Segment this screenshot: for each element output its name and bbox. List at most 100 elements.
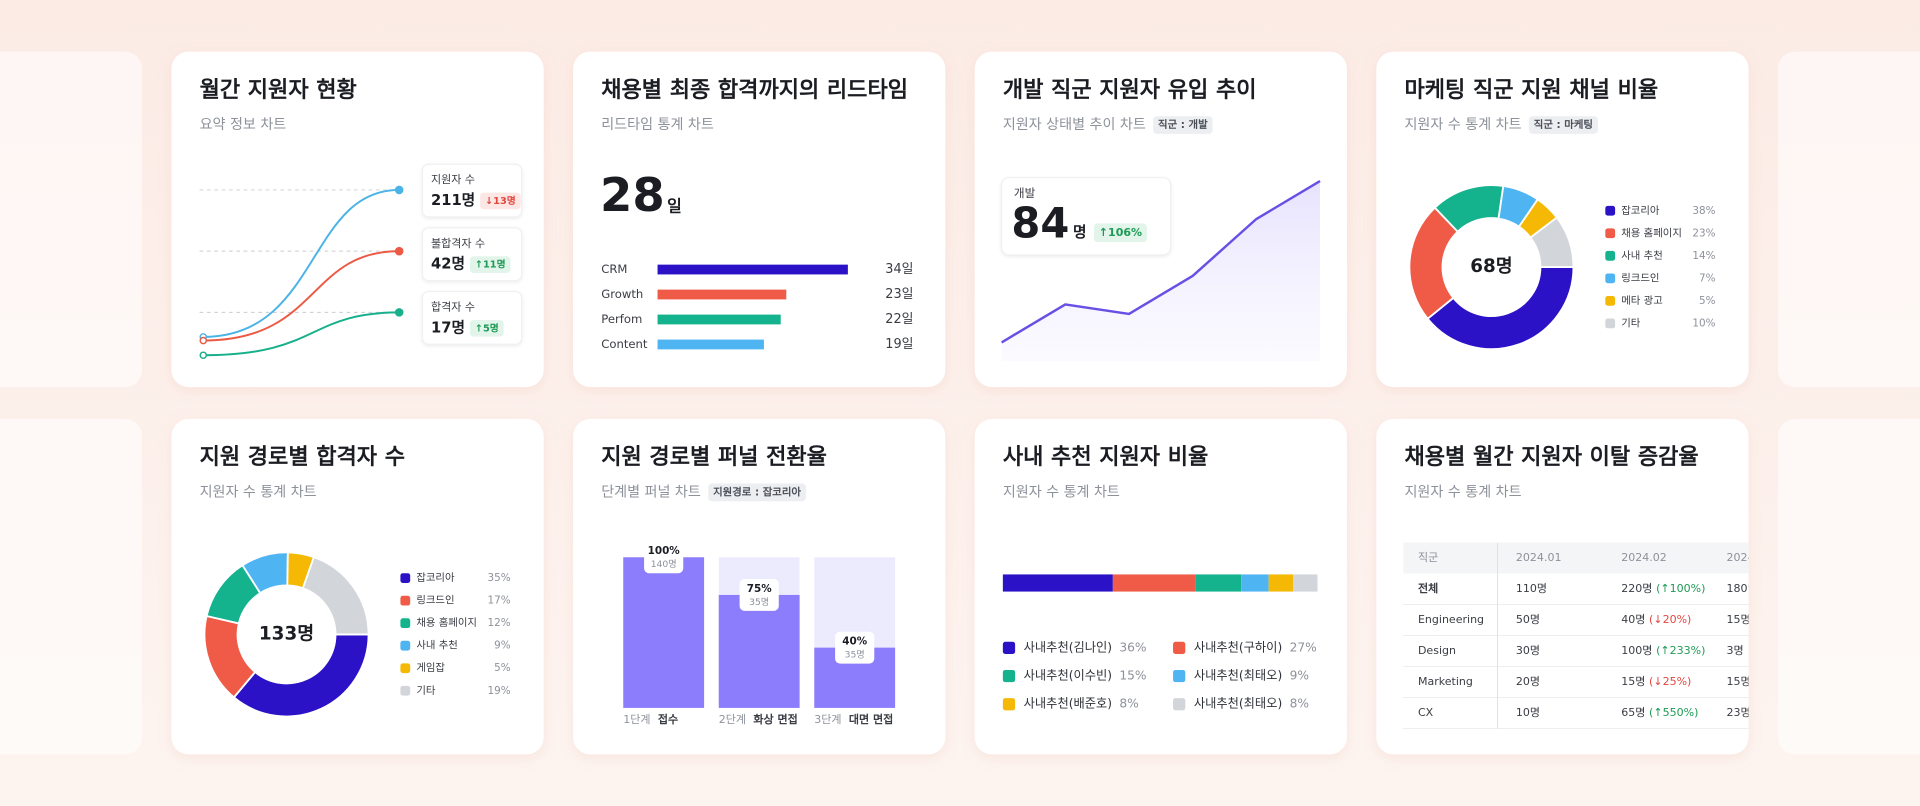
cell-text: 100명 [1621,644,1652,657]
legend-value: 5% [494,662,511,674]
cell-change: (↑100%) [1656,582,1705,595]
center-label: 68명 [1470,256,1512,277]
legend-value: 5% [1699,295,1716,307]
legend-label: 링크드인 [1621,272,1659,284]
legend-label: 기타 [1621,317,1641,329]
stat-value: 17명 [431,318,465,336]
summary-value: 28 [600,168,665,222]
cell-text: 180명 [1727,582,1758,595]
stat-change-bg [480,192,521,210]
column-header: 직군 [1418,551,1438,564]
legend-value: 7% [1699,272,1716,284]
cell-change: (↓25%) [1649,675,1691,688]
callout-label: 개발 [1014,186,1036,200]
card-subtitle: 지원자 수 통계 차트 [1404,117,1521,133]
value-box [739,579,779,611]
card-title: 월간 지원자 현황 [200,78,357,103]
legend-marker [400,685,411,696]
bar [623,557,705,708]
badge: 직군 : 마케팅 [1534,118,1593,131]
bar-label: Perfom [601,312,642,326]
donut-slice [301,555,370,636]
cell-text: 220명 [1621,582,1652,595]
stat-change-bg [469,319,504,337]
legend-value: 14% [1692,250,1715,262]
donut-slice [232,633,370,718]
cell-text: 65명 [1621,706,1645,719]
legend-label: 사내추천(최태오) [1194,696,1282,711]
category-label: 대면 면접 [849,712,893,726]
legend-value: 9% [494,640,511,652]
card-title: 마케팅 직군 지원 채널 비율 [1404,78,1658,103]
column-header: 2024.01 [1516,551,1562,564]
legend-value: 9% [1290,669,1309,683]
end-point [394,246,404,256]
legend-marker [1605,250,1616,261]
trend-curve [203,250,400,342]
legend-label: 사내추천(구하이) [1194,639,1282,654]
legend-label: 잡코리아 [1621,205,1660,217]
value-label: 22일 [885,312,913,327]
bar-label: Growth [601,287,643,301]
stage-label: 1단계 [623,713,650,726]
stat-change-bg [469,256,511,273]
value-label: 19일 [885,337,913,352]
start-point [199,336,208,345]
legend-marker [1002,669,1016,683]
bar-label: Content [601,337,648,351]
card-title: 지원 경로별 퍼널 전환율 [601,445,827,470]
trend-curve [203,311,400,357]
end-point [394,308,404,317]
cell-change: (↑233%) [1656,644,1705,657]
category-label: 화상 면접 [753,712,797,726]
legend-marker [1173,698,1186,711]
card [573,51,946,388]
donut-slice [1426,266,1575,351]
legend-value: 10% [1692,317,1715,329]
cell-text: 15명 [1727,675,1751,688]
column-header: 2024.03 [1727,551,1773,564]
card-subtitle: 요약 정보 차트 [200,117,287,133]
legend-label: 채용 홈페이지 [416,616,477,629]
count-label: 35명 [845,649,865,660]
row-label: Engineering [1418,613,1484,626]
card-subtitle: 지원자 수 통계 차트 [1003,484,1120,500]
card-title: 채용별 최종 합격까지의 리드타임 [601,77,908,103]
bar [718,594,800,708]
legend-marker [1173,641,1186,655]
legend-label: 게임잡 [416,661,445,674]
bar-segment [1293,574,1318,592]
legend-value: 15% [1119,669,1146,683]
legend-marker [400,573,411,583]
count-label: 35명 [749,597,769,608]
bar-segment [1112,574,1196,592]
row-label: 전체 [1418,581,1438,595]
legend-label: 사내추천(최태오) [1194,668,1282,683]
badge: 지원경로 : 잡코리아 [713,485,801,498]
stat-change: ↑5명 [475,321,499,334]
legend-marker [400,595,411,606]
card-subtitle: 단계별 퍼널 차트 [601,484,701,500]
cell-change: (↓20%) [1649,613,1691,626]
bar-segment [1002,574,1113,592]
legend-label: 사내 추천 [416,640,458,652]
badge: 직군 : 개발 [1158,118,1208,131]
legend-marker [1605,228,1616,239]
cell-text: 50명 [1516,613,1540,626]
legend-value: 38% [1692,205,1715,217]
stage-label: 3단계 [814,713,841,726]
stat-change: ↓13명 [485,194,516,207]
stat-name: 합격자 수 [431,300,475,313]
cell-change: (↑550%) [1649,706,1698,719]
legend-marker [1002,698,1016,711]
bar-label: CRM [601,262,627,276]
row-label: CX [1418,706,1434,719]
card [1376,51,1749,388]
bar [657,289,787,300]
value-label: 40% [842,636,867,648]
cell-text: 23명 [1727,706,1751,719]
bar-segment [1268,574,1294,592]
legend-marker [400,618,411,629]
bar [657,264,848,275]
